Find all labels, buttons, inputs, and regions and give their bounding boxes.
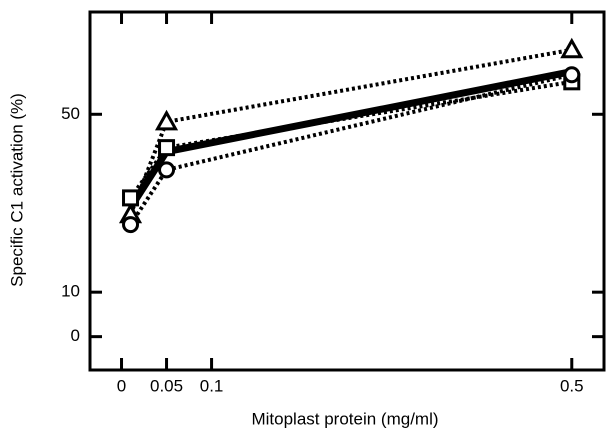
square-marker bbox=[158, 139, 176, 157]
plot-frame bbox=[88, 10, 606, 372]
series-line bbox=[128, 79, 573, 200]
x-tick-label: 0.05 bbox=[150, 376, 183, 395]
series-line bbox=[127, 68, 573, 210]
y-axis-label: Specific C1 activation (%) bbox=[7, 93, 26, 287]
y-tick-label: 10 bbox=[61, 282, 80, 301]
triangle-marker bbox=[560, 37, 584, 59]
y-tick-label: 0 bbox=[71, 326, 80, 345]
y-tick-label: 50 bbox=[61, 104, 80, 123]
triangle-marker bbox=[154, 109, 179, 131]
x-tick-label: 0 bbox=[117, 376, 126, 395]
x-tick-label: 0.1 bbox=[200, 376, 224, 395]
series-line bbox=[128, 72, 573, 226]
circle-marker bbox=[158, 161, 176, 179]
square-marker bbox=[122, 189, 140, 207]
x-tick-label: 0.5 bbox=[560, 376, 584, 395]
x-axis-label: Mitoplast protein (mg/ml) bbox=[251, 409, 438, 428]
circle-marker bbox=[122, 216, 140, 234]
circle-marker bbox=[563, 66, 581, 84]
series-line bbox=[128, 47, 573, 216]
